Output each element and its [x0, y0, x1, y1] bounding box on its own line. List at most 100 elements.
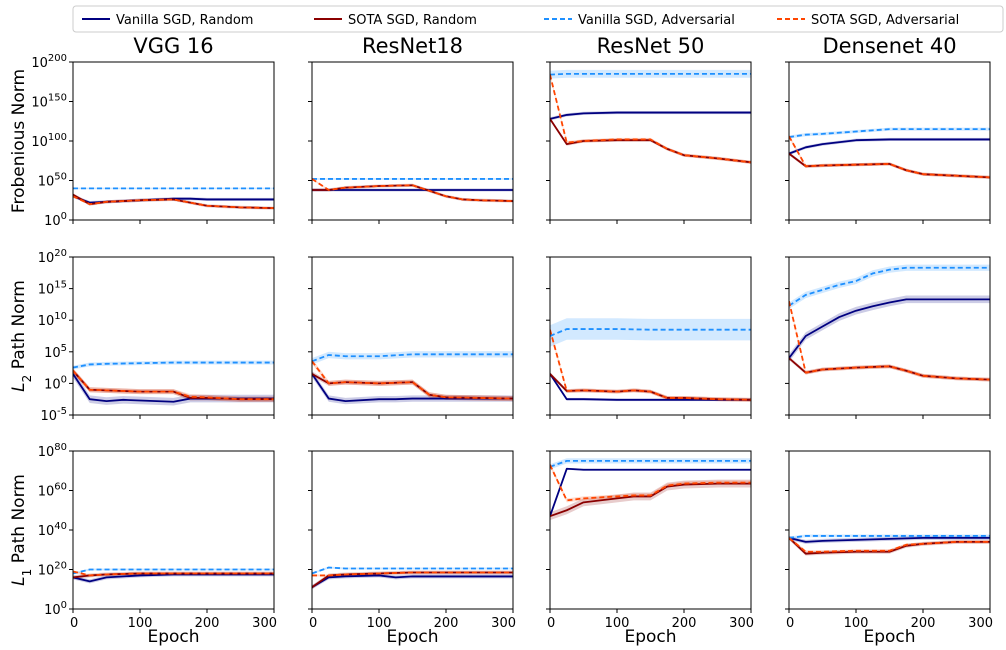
series-line	[789, 535, 990, 539]
y-tick-label: 1050	[38, 172, 67, 190]
y-tick-label: 1010	[38, 311, 67, 329]
y-tick-label: 1020	[38, 248, 67, 266]
plot-area	[312, 178, 513, 203]
series-line	[550, 373, 751, 401]
series-band	[312, 573, 513, 590]
series-line	[550, 373, 751, 401]
panel-frame	[788, 450, 991, 610]
x-axis-title: Epoch	[863, 627, 915, 647]
panel-frame	[549, 450, 752, 610]
series-band	[550, 73, 751, 164]
x-axis-title: Epoch	[147, 627, 199, 647]
series-line	[789, 537, 990, 553]
plot-area	[73, 568, 274, 584]
series-line	[312, 353, 513, 363]
series-band	[789, 137, 990, 156]
plot-area	[312, 351, 513, 405]
y-axis-title: Frobenious Norm	[9, 69, 29, 213]
series-band	[73, 370, 274, 406]
series-band	[312, 358, 513, 402]
y-tick-label: 105	[44, 343, 67, 361]
x-tick-label: 100	[128, 616, 153, 631]
panel	[546, 256, 752, 419]
panel-frame	[72, 61, 275, 221]
panel-frame	[549, 256, 752, 416]
panel: 10-5 100 105 1010 1015 1020	[38, 248, 275, 424]
y-tick-label: 100	[44, 374, 67, 392]
y-tick-label: 1015	[38, 280, 67, 298]
series-band	[789, 535, 990, 556]
y-axis-title-subscript: 2	[20, 375, 34, 383]
series-line	[789, 357, 990, 381]
series-line	[550, 482, 751, 518]
x-tick-label: 100	[367, 616, 392, 631]
column-title: ResNet18	[362, 34, 463, 58]
y-axis-title: L2 Path Norm	[9, 280, 34, 392]
series-line	[550, 72, 751, 76]
x-axis-title: Epoch	[624, 627, 676, 647]
series-band	[789, 299, 990, 382]
x-tick-label: 300	[729, 616, 754, 631]
series-band	[73, 368, 274, 402]
panel-frame	[72, 256, 275, 416]
series-band	[550, 372, 751, 402]
x-tick-label: 200	[911, 616, 936, 631]
series-band	[789, 295, 990, 362]
series-band	[550, 479, 751, 521]
series-line	[789, 266, 990, 307]
y-axis-title-main: Frobenious Norm	[9, 69, 29, 213]
y-tick-label: 1040	[38, 521, 67, 539]
series-band	[550, 458, 751, 470]
plot-area	[789, 534, 990, 556]
series-line	[789, 298, 990, 359]
series-band	[312, 351, 513, 365]
y-tick-label: 10200	[31, 53, 67, 71]
panel: 0 100 200 300 Epoch	[546, 450, 754, 647]
x-axis-title: Epoch	[386, 627, 438, 647]
series-band	[550, 372, 751, 402]
legend-label: SOTA SGD, Adversarial	[811, 13, 959, 28]
series-line	[550, 329, 751, 401]
plot-area	[789, 127, 990, 179]
series-band	[789, 134, 990, 179]
series-line	[789, 135, 990, 179]
series-line	[73, 568, 274, 575]
series-band	[312, 370, 513, 405]
series-band	[550, 467, 751, 518]
x-tick-label: 100	[844, 616, 869, 631]
series-line	[789, 537, 990, 543]
x-tick-label: 300	[491, 616, 516, 631]
series-line	[312, 178, 513, 202]
series-band	[789, 152, 990, 179]
y-tick-label: 10100	[31, 132, 67, 150]
x-tick-label: 200	[672, 616, 697, 631]
y-axis-title-rest: Path Norm	[9, 280, 29, 375]
series-band	[73, 193, 274, 210]
plot-area	[312, 566, 513, 590]
panel: 0 100 200 300 Epoch	[785, 450, 993, 647]
series-line	[73, 195, 274, 210]
series-line	[73, 370, 274, 401]
plot-area	[550, 458, 751, 521]
y-tick-label: 10-5	[40, 406, 67, 424]
y-tick-label: 1080	[38, 442, 67, 460]
panel-frame	[788, 256, 991, 416]
plot-area	[550, 69, 751, 164]
plot-area	[73, 187, 274, 210]
legend-label: SOTA SGD, Random	[348, 13, 477, 28]
panel	[785, 256, 991, 419]
y-axis-title-subscript: 1	[20, 569, 34, 577]
legend: Vanilla SGD, Random SOTA SGD, Random Vanil…	[72, 5, 1004, 33]
panel-grid: VGG 16 ResNet18 ResNet 50 Densenet 40 Froben…	[9, 34, 993, 647]
x-tick-label: 300	[252, 616, 277, 631]
series-line	[312, 574, 513, 589]
legend-label: Vanilla SGD, Adversarial	[578, 13, 735, 28]
column-title: Densenet 40	[822, 34, 956, 58]
x-tick-label: 300	[968, 616, 993, 631]
series-line	[550, 467, 751, 517]
x-tick-label: 200	[195, 616, 220, 631]
series-line	[312, 566, 513, 575]
series-line	[312, 360, 513, 400]
series-band	[789, 127, 990, 139]
